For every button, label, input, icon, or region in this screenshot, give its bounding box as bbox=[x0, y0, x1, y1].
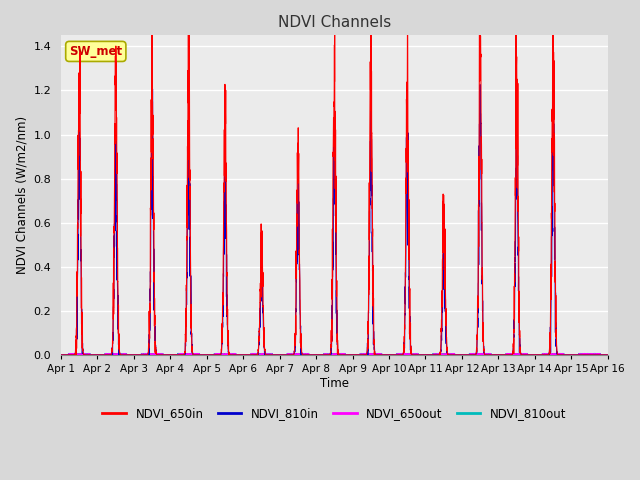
NDVI_650out bbox=[488, 352, 495, 358]
NDVI_810out bbox=[457, 352, 465, 358]
Y-axis label: NDVI Channels (W/m2/nm): NDVI Channels (W/m2/nm) bbox=[15, 116, 28, 274]
NDVI_650in bbox=[457, 352, 465, 358]
NDVI_650out bbox=[604, 352, 612, 358]
NDVI_650out bbox=[457, 352, 465, 358]
NDVI_650in bbox=[427, 352, 435, 358]
NDVI_650out bbox=[513, 351, 521, 357]
NDVI_650in bbox=[156, 352, 163, 358]
NDVI_810in bbox=[604, 352, 611, 358]
NDVI_810out bbox=[57, 352, 65, 358]
NDVI_650in bbox=[604, 352, 611, 358]
NDVI_650out bbox=[604, 352, 611, 358]
NDVI_810out bbox=[488, 352, 496, 358]
NDVI_650out bbox=[156, 351, 163, 357]
Line: NDVI_650in: NDVI_650in bbox=[61, 0, 608, 355]
NDVI_810in bbox=[57, 352, 65, 358]
Text: SW_met: SW_met bbox=[69, 45, 122, 58]
NDVI_650in bbox=[604, 352, 612, 358]
NDVI_650out bbox=[57, 352, 65, 358]
NDVI_650in bbox=[488, 352, 496, 358]
NDVI_810out bbox=[156, 351, 163, 357]
NDVI_810out bbox=[604, 352, 612, 358]
NDVI_810out bbox=[427, 352, 435, 358]
NDVI_810in bbox=[457, 352, 465, 358]
NDVI_650in bbox=[57, 352, 65, 358]
NDVI_810in bbox=[427, 352, 435, 358]
NDVI_810in bbox=[488, 352, 496, 358]
NDVI_810out bbox=[466, 350, 474, 356]
Legend: NDVI_650in, NDVI_810in, NDVI_650out, NDVI_810out: NDVI_650in, NDVI_810in, NDVI_650out, NDV… bbox=[98, 402, 571, 425]
NDVI_810out bbox=[314, 352, 322, 358]
NDVI_810in bbox=[156, 352, 163, 358]
NDVI_810out bbox=[604, 352, 611, 358]
NDVI_810in bbox=[604, 352, 612, 358]
Title: NDVI Channels: NDVI Channels bbox=[278, 15, 391, 30]
X-axis label: Time: Time bbox=[320, 377, 349, 390]
NDVI_650out bbox=[427, 352, 435, 358]
Line: NDVI_810out: NDVI_810out bbox=[61, 353, 608, 355]
Line: NDVI_810in: NDVI_810in bbox=[61, 69, 608, 355]
Line: NDVI_650out: NDVI_650out bbox=[61, 354, 608, 355]
NDVI_650out bbox=[314, 352, 322, 358]
NDVI_650in bbox=[314, 352, 322, 358]
NDVI_810in bbox=[367, 66, 375, 72]
NDVI_810in bbox=[314, 352, 322, 358]
